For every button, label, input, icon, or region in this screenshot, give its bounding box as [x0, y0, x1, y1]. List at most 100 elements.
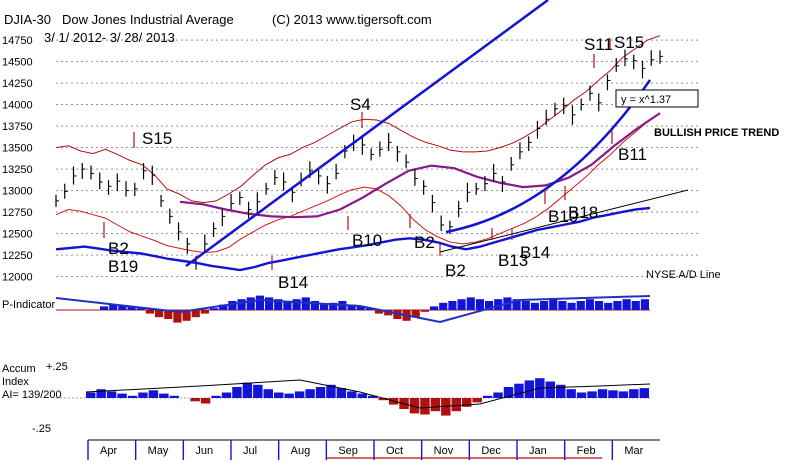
price-y-tick: 14500 — [2, 57, 33, 69]
signal-label: B13 — [498, 251, 528, 270]
p-indicator-bar — [365, 308, 374, 310]
signal-label: B19 — [108, 257, 138, 276]
ad-line — [55, 206, 651, 272]
p-indicator-bar — [228, 301, 237, 310]
accum-bar — [315, 387, 326, 398]
p-indicator-bar — [136, 308, 145, 310]
accum-bar — [347, 391, 357, 398]
accum-bar — [441, 398, 451, 416]
accum-bar — [503, 387, 514, 398]
p-indicator-bar — [109, 304, 118, 310]
accum-bar — [618, 391, 629, 398]
price-y-tick: 14250 — [2, 78, 33, 90]
p-indicator-bar — [118, 305, 127, 310]
price-y-tick: 14000 — [2, 100, 33, 112]
accum-bar — [597, 389, 608, 398]
p-indicator-label: P-Indicator — [2, 299, 56, 311]
month-label: Sep — [338, 445, 358, 457]
p-indicator-bar — [246, 297, 255, 310]
p-indicator-bar — [100, 306, 109, 310]
p-indicator-bar — [512, 299, 521, 310]
accum-bar — [106, 391, 117, 398]
price-y-tick: 12500 — [2, 229, 33, 241]
month-label: Feb — [577, 445, 596, 457]
accum-bar — [451, 398, 461, 412]
accum-bar — [357, 393, 367, 398]
accum-bar — [221, 392, 232, 398]
power-trendline-lower — [445, 79, 652, 234]
price-y-tick: 12750 — [2, 207, 33, 219]
signal-label: B2 — [414, 233, 435, 252]
p-indicator-bar — [356, 306, 365, 310]
upper-band-line — [55, 35, 661, 204]
accum-bar — [576, 392, 587, 398]
ad-line-label: NYSE A/D Line — [646, 269, 721, 281]
month-label: May — [148, 445, 169, 457]
accum-bar — [462, 398, 472, 407]
accum-bar — [639, 388, 649, 398]
p-indicator-bar — [420, 310, 429, 312]
accum-bar — [96, 389, 106, 398]
price-y-tick: 13250 — [2, 164, 33, 176]
accum-label-2: Index — [2, 376, 29, 388]
accum-bar — [127, 395, 138, 398]
price-grid — [56, 39, 700, 277]
month-label: Dec — [481, 445, 501, 457]
accum-bar — [211, 395, 221, 398]
month-label: Aug — [291, 445, 311, 457]
p-indicator-bar — [210, 308, 219, 310]
price-y-tick: 13750 — [2, 121, 33, 133]
p-indicator-bar — [576, 301, 585, 310]
month-label: Jun — [195, 445, 213, 457]
accum-bar — [608, 390, 618, 398]
p-indicator-bar — [430, 306, 439, 310]
accum-bar — [242, 382, 253, 398]
lower-band-line — [55, 112, 661, 254]
accum-index-bars — [56, 378, 651, 416]
price-y-ticks: 14750 14500 14250 14000 13750 13500 13250 13000… — [2, 35, 33, 284]
p-indicator-bar — [439, 302, 448, 310]
signal-label: B2 — [108, 239, 129, 258]
month-label: Oct — [386, 445, 403, 457]
p-indicator-bar — [182, 310, 191, 321]
signal-label: B10 — [352, 231, 382, 250]
accum-ma-line — [85, 379, 651, 409]
moving-average-line — [179, 112, 661, 219]
p-indicator-bar — [558, 301, 567, 310]
accum-bar — [430, 398, 441, 412]
trendline-label-box — [615, 89, 699, 108]
accum-bar — [284, 393, 294, 398]
p-indicator-bar — [127, 306, 136, 310]
price-series — [55, 35, 663, 272]
price-y-tick: 13000 — [2, 186, 33, 198]
accum-bar — [420, 398, 430, 415]
p-indicator-bar — [265, 297, 274, 310]
chart-symbol: DJIA-30 — [4, 12, 51, 27]
p-indicator-bar — [283, 301, 292, 310]
p-indicator-bar — [457, 299, 466, 310]
chart-copyright: (C) 2013 www.tigersoft.com — [272, 12, 432, 27]
month-label: Mar — [624, 445, 643, 457]
signal-label: S4 — [350, 95, 371, 114]
accum-bar — [274, 392, 284, 398]
p-indicator-bar — [622, 299, 631, 310]
month-label: Apr — [100, 445, 117, 457]
p-indicator-bar — [237, 299, 246, 310]
p-indicator-bar — [494, 299, 503, 310]
accum-bar — [294, 391, 305, 398]
accum-bar — [368, 395, 378, 398]
price-y-tick: 12250 — [2, 250, 33, 262]
bullish-annotation: BULLISH PRICE TREND — [654, 127, 779, 139]
chart-title: Dow Jones Industrial Average — [62, 12, 234, 27]
p-indicator-bar — [384, 310, 393, 316]
p-indicator-bar — [320, 304, 329, 310]
p-indicator-bar — [310, 301, 319, 310]
p-indicator-bar — [200, 310, 209, 314]
accum-bar — [86, 392, 96, 398]
p-indicator-bar — [585, 299, 594, 310]
p-indicator-bar — [375, 310, 384, 314]
price-y-tick: 12000 — [2, 272, 33, 284]
p-indicator-trend — [55, 295, 651, 324]
